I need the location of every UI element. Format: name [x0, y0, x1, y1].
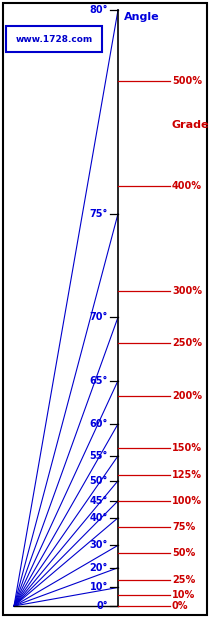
Text: 300%: 300%: [172, 286, 202, 296]
Text: www.1728.com: www.1728.com: [15, 35, 93, 43]
Text: 40°: 40°: [90, 513, 108, 523]
Text: 25%: 25%: [172, 575, 195, 585]
Text: Grade: Grade: [172, 120, 210, 130]
Text: 65°: 65°: [90, 376, 108, 386]
Text: 500%: 500%: [172, 75, 202, 85]
Text: 70°: 70°: [90, 312, 108, 322]
Text: 400%: 400%: [172, 180, 202, 190]
Text: 10%: 10%: [172, 590, 195, 601]
Text: 150%: 150%: [172, 443, 202, 454]
Text: 45°: 45°: [90, 496, 108, 506]
Text: 75°: 75°: [90, 209, 108, 219]
Text: 200%: 200%: [172, 391, 202, 401]
Text: 0°: 0°: [96, 601, 108, 611]
Text: 50°: 50°: [90, 476, 108, 486]
Text: 30°: 30°: [90, 540, 108, 550]
Text: 50%: 50%: [172, 548, 195, 559]
Text: 250%: 250%: [172, 338, 202, 349]
Text: 100%: 100%: [172, 496, 202, 506]
Text: 10°: 10°: [90, 583, 108, 593]
Text: 125%: 125%: [172, 470, 202, 480]
Text: 60°: 60°: [90, 419, 108, 429]
Text: 75%: 75%: [172, 522, 195, 532]
Text: 0%: 0%: [172, 601, 189, 611]
Text: Angle: Angle: [124, 12, 160, 22]
Text: 55°: 55°: [90, 451, 108, 461]
Bar: [6, 26, 102, 52]
Text: 20°: 20°: [90, 563, 108, 573]
Text: 80°: 80°: [89, 5, 108, 15]
